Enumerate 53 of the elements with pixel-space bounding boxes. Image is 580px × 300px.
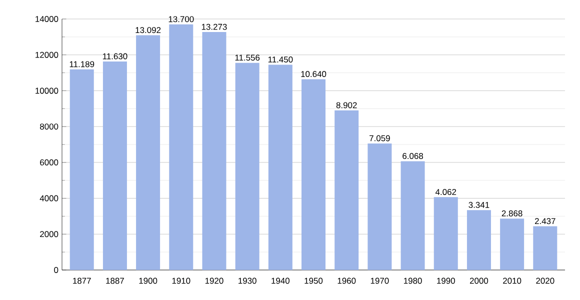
y-tick-label: 2000 bbox=[40, 231, 58, 238]
y-tick-label: 4000 bbox=[40, 195, 58, 202]
x-tick-label: 1877 bbox=[73, 278, 91, 284]
data-label: 13.700 bbox=[168, 16, 194, 22]
x-tick-label: 1990 bbox=[437, 278, 455, 284]
bar bbox=[302, 79, 326, 270]
bar bbox=[70, 69, 94, 270]
bar bbox=[400, 161, 425, 270]
x-tick-label: 1940 bbox=[272, 278, 290, 284]
x-tick-label: 1960 bbox=[338, 278, 356, 284]
x-tick-label: 1950 bbox=[304, 278, 323, 284]
data-label: 10.640 bbox=[301, 71, 326, 78]
x-tick-label: 1980 bbox=[404, 278, 422, 284]
y-tick-label: 8000 bbox=[40, 124, 58, 130]
x-tick-label: 1887 bbox=[106, 278, 124, 284]
y-tick-label: 6000 bbox=[40, 159, 58, 166]
data-label: 11.630 bbox=[102, 53, 128, 60]
bar bbox=[466, 210, 491, 270]
data-label: 2.437 bbox=[534, 218, 556, 224]
x-tick-label: 2000 bbox=[470, 278, 488, 284]
x-tick-label: 1970 bbox=[370, 278, 389, 284]
data-label: 13.092 bbox=[136, 27, 161, 34]
bar bbox=[235, 62, 260, 270]
y-tick-label: 14000 bbox=[36, 16, 58, 22]
bar bbox=[334, 110, 359, 270]
bar bbox=[169, 24, 194, 270]
data-label: 11.556 bbox=[235, 54, 260, 61]
data-label: 4.062 bbox=[435, 188, 456, 195]
x-tick-label: 1910 bbox=[172, 278, 190, 284]
bar bbox=[102, 61, 127, 270]
data-label: 8.902 bbox=[336, 102, 357, 108]
data-label: 11.450 bbox=[268, 56, 293, 63]
data-label: 3.341 bbox=[468, 202, 490, 208]
x-tick-label: 2020 bbox=[536, 278, 554, 284]
data-label: 7.059 bbox=[370, 135, 390, 142]
bar bbox=[136, 35, 160, 270]
x-tick-label: 2010 bbox=[503, 278, 522, 284]
bar bbox=[500, 218, 524, 270]
data-label: 2.868 bbox=[502, 210, 522, 216]
data-label: 6.068 bbox=[402, 153, 424, 160]
bar bbox=[202, 32, 226, 270]
y-tick-label: 0 bbox=[54, 267, 58, 273]
bar bbox=[268, 64, 292, 270]
x-tick-label: 1930 bbox=[238, 278, 256, 284]
bar bbox=[533, 226, 558, 270]
y-tick-label: 12000 bbox=[36, 52, 58, 58]
y-tick-label: 10000 bbox=[36, 88, 58, 94]
x-tick-label: 1920 bbox=[205, 278, 224, 284]
data-label: 13.273 bbox=[202, 24, 227, 30]
data-label: 11.189 bbox=[70, 61, 94, 68]
x-tick-label: 1900 bbox=[139, 278, 158, 284]
bar bbox=[368, 143, 392, 270]
bar bbox=[434, 197, 458, 270]
